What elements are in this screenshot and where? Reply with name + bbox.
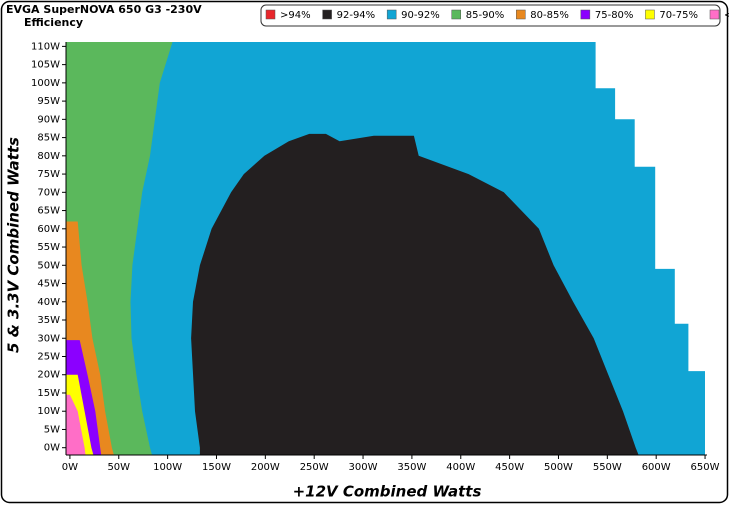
x-tick-label: 500W (544, 462, 573, 473)
y-tick-label: 15W (37, 388, 60, 399)
y-tick-label: 35W (37, 315, 60, 326)
y-tick-label: 45W (37, 279, 60, 290)
legend: >94% 92-94% 90-92% 85-90% 80-85% 75-80% 70-75%… (265, 9, 729, 21)
y-tick-label: 105W (31, 60, 60, 71)
x-tick-label: 400W (446, 462, 475, 473)
y-tick-label: 20W (37, 370, 60, 381)
y-tick-label: 50W (37, 260, 60, 271)
legend-swatch (386, 9, 397, 20)
chart-title: EVGA SuperNOVA 650 G3 -230V (6, 3, 202, 16)
y-tick-label: 40W (37, 297, 60, 308)
legend-label: 90-92% (401, 10, 440, 21)
x-tick-label: 250W (300, 462, 329, 473)
y-tick-label: 75W (37, 169, 60, 180)
y-tick-label: 110W (31, 41, 60, 52)
y-tick-label: 55W (37, 242, 60, 253)
x-tick-label: 550W (593, 462, 622, 473)
legend-swatch (580, 9, 591, 20)
y-tick-label: 60W (37, 224, 60, 235)
y-tick-label: 25W (37, 351, 60, 362)
y-tick-label: 10W (37, 406, 60, 417)
legend-swatch (709, 9, 720, 20)
legend-label: 92-94% (337, 10, 376, 21)
legend-swatch (516, 9, 526, 20)
legend-label: 80-85% (530, 10, 569, 21)
y-tick-label: 5W (44, 424, 60, 435)
x-tick-label: 300W (349, 462, 378, 473)
y-tick-label: 90W (37, 114, 60, 125)
legend-label: 70-75% (659, 10, 698, 21)
legend-swatch (645, 9, 655, 20)
x-tick-label: 100W (153, 462, 182, 473)
y-tick-label: 0W (44, 443, 60, 454)
legend-label: >94% (280, 10, 311, 21)
x-tick-label: 350W (397, 462, 426, 473)
y-axis-label: 5 & 3.3V Combined Watts (5, 137, 23, 353)
y-tick-label: 95W (37, 96, 60, 107)
legend-box (260, 4, 721, 27)
plot-area (66, 42, 705, 455)
x-tick-label: 600W (642, 462, 671, 473)
chart-subtitle: Efficiency (24, 16, 83, 29)
legend-label: 85-90% (466, 10, 505, 21)
efficiency-region (191, 133, 639, 455)
x-tick-label: 50W (107, 462, 130, 473)
x-tick-label: 450W (495, 462, 524, 473)
y-tick-label: 70W (37, 187, 60, 198)
legend-swatch (451, 9, 461, 20)
y-tick-label: 80W (37, 151, 60, 162)
legend-swatch (322, 9, 332, 20)
x-tick-label: 650W (691, 462, 720, 473)
x-axis-label: +12V Combined Watts (293, 483, 482, 501)
y-tick-label: 30W (37, 333, 60, 344)
x-tick-label: 0W (62, 462, 78, 473)
efficiency-region (66, 394, 86, 455)
y-tick-label: 65W (37, 206, 60, 217)
y-tick-label: 100W (31, 78, 60, 89)
legend-swatch (265, 9, 276, 20)
x-tick-label: 200W (251, 462, 280, 473)
y-tick-label: 85W (37, 133, 60, 144)
legend-label: 75-80% (595, 10, 634, 21)
x-tick-label: 150W (202, 462, 231, 473)
legend-label: <70% (724, 10, 729, 21)
axes: 0W 5W 10W 15W 20W 25W 30W 35W 40W 45W 50W 55W 60W 65W… (31, 41, 720, 473)
